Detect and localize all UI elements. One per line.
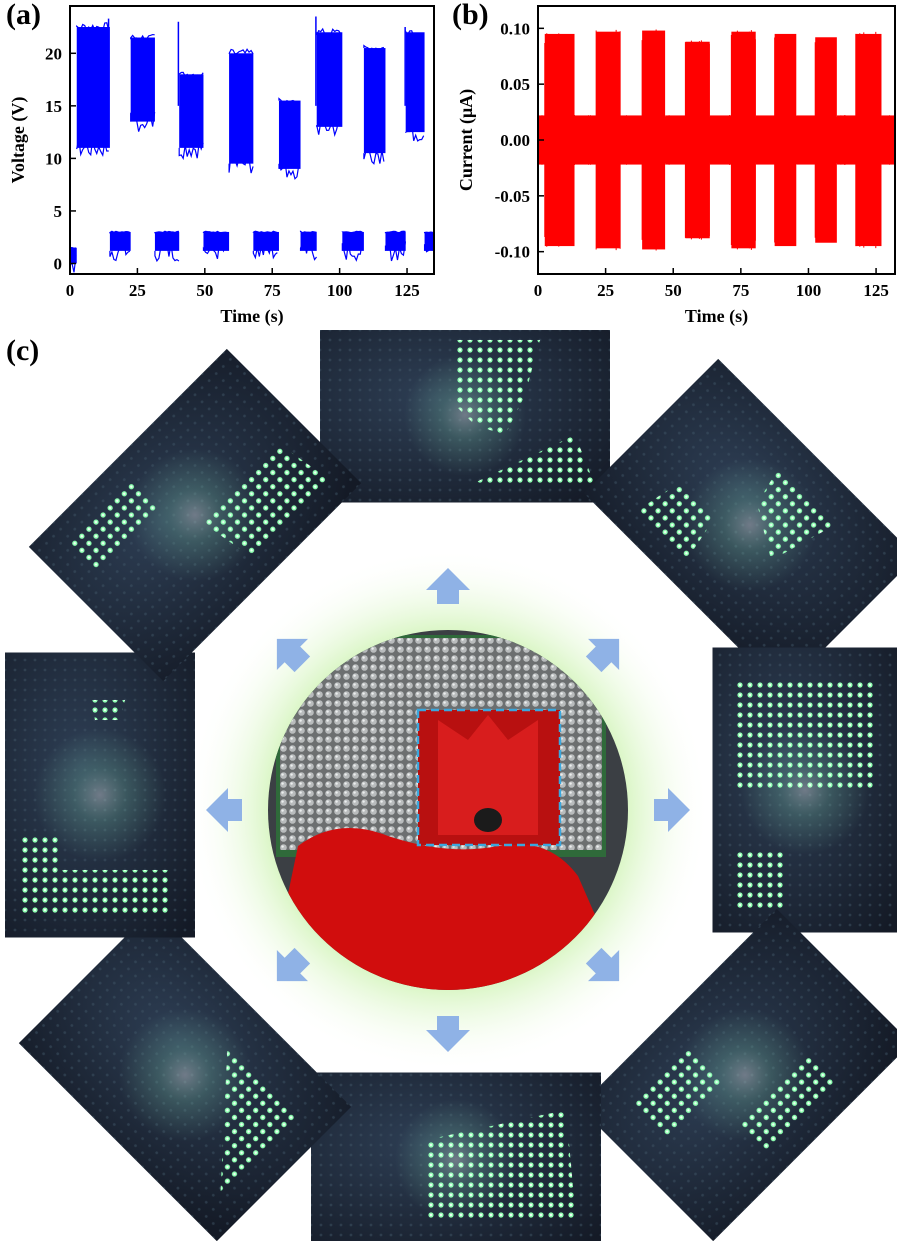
current-trace — [537, 29, 895, 251]
x-tick-label: 75 — [732, 281, 749, 300]
direction-arrow-icon — [585, 638, 620, 673]
lit-led-region — [20, 835, 170, 915]
x-tick-label: 25 — [597, 281, 614, 300]
voltage-segment — [70, 247, 77, 264]
y-axis-label: Current (μA) — [456, 89, 477, 191]
y-tick-label: 20 — [45, 44, 62, 63]
y-tick-label: -0.10 — [495, 243, 530, 262]
direction-arrow-icon — [585, 947, 620, 982]
voltage-segment — [179, 74, 204, 148]
direction-arrow-icon — [276, 638, 311, 673]
voltage-segment — [278, 100, 301, 169]
lit-led-region — [470, 435, 595, 485]
voltage-segment — [130, 37, 155, 122]
center-photo — [268, 630, 628, 990]
direction-arrow-icon — [426, 1016, 470, 1052]
voltage-segment — [405, 32, 425, 133]
y-tick-label: 15 — [45, 97, 62, 116]
led-photo-bottom-left — [18, 908, 352, 1241]
panel-label-a: (a) — [6, 0, 41, 31]
x-tick-label: 125 — [863, 281, 889, 300]
voltage-segment — [76, 27, 110, 148]
y-axis-label: Voltage (V) — [8, 97, 29, 184]
lit-led-region — [735, 850, 785, 910]
y-tick-label: 5 — [54, 202, 63, 221]
panel-label-c: (c) — [6, 334, 40, 367]
direction-arrow-icon — [276, 947, 311, 982]
y-tick-label: 0 — [54, 254, 63, 273]
x-tick-label: 100 — [796, 281, 822, 300]
x-tick-label: 75 — [264, 281, 281, 300]
y-tick-label: 0.00 — [500, 131, 530, 150]
direction-arrow-icon — [206, 788, 242, 832]
voltage-segment — [253, 231, 279, 251]
voltage-segment — [316, 32, 343, 127]
voltage-segment — [385, 231, 406, 251]
red-garment — [268, 828, 628, 990]
y-tick-label: 10 — [45, 149, 62, 168]
led-photo-bottom-right — [578, 908, 897, 1241]
current-segment — [544, 33, 575, 247]
y-tick-label: 0.10 — [500, 19, 530, 38]
led-photo-left — [5, 652, 195, 938]
lit-led-region — [90, 700, 125, 720]
led-photo-top — [320, 330, 610, 503]
x-tick-label: 0 — [66, 281, 75, 300]
voltage-segment — [229, 53, 254, 164]
y-tick-label: 0.05 — [500, 75, 530, 94]
voltage-segment — [363, 48, 386, 154]
x-tick-label: 125 — [394, 281, 420, 300]
led-photo-panel — [5, 330, 897, 1241]
voltage-segment — [109, 231, 131, 251]
panel-label-b: (b) — [452, 0, 489, 31]
direction-arrow-icon — [654, 788, 690, 832]
x-tick-label: 25 — [129, 281, 146, 300]
x-tick-label: 100 — [327, 281, 353, 300]
direction-arrow-icon — [426, 568, 470, 604]
plot-frame — [69, 5, 435, 275]
voltage-segment — [424, 231, 434, 251]
x-axis-label: Time (s) — [220, 306, 283, 327]
voltage-trace — [69, 16, 434, 273]
voltage-chart: 0 25 50 75 100 125 0 5 10 15 20 Time (s) Voltage (V) — [8, 5, 435, 327]
led-photo-bottom — [311, 1072, 601, 1241]
led-photo-top-left — [28, 348, 362, 682]
led-photo-right — [712, 647, 897, 933]
x-tick-label: 50 — [196, 281, 213, 300]
x-axis-label: Time (s) — [685, 306, 748, 327]
x-tick-label: 50 — [665, 281, 682, 300]
current-chart: 0 25 50 75 100 125 -0.10 -0.05 0.00 0.05 0.10 Time … — [456, 5, 896, 327]
x-tick-label: 0 — [534, 281, 543, 300]
led-photo-top-right — [583, 358, 897, 692]
y-tick-label: -0.05 — [495, 187, 530, 206]
